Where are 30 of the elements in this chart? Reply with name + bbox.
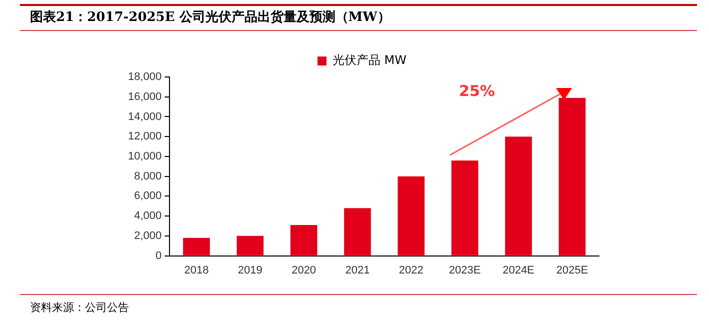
bar: [290, 225, 318, 256]
bar: [451, 160, 478, 256]
y-tick-label: 16,000: [128, 90, 162, 103]
x-tick-label: 2020: [292, 264, 316, 276]
text: 资料来源：公司公告: [30, 300, 129, 315]
chart-title: 图表21：2017-2025E 公司光伏产品出货量及预测（MW）: [30, 8, 390, 26]
y-tick-label: 6,000: [134, 190, 162, 202]
y-tick-label: 10,000: [128, 150, 162, 162]
y-tick-label: 2,000: [134, 230, 162, 242]
bar: [344, 208, 371, 256]
y-tick-label: 8,000: [134, 170, 162, 182]
x-tick-label: 2025E: [556, 264, 588, 276]
y-tick-label: 18,000: [128, 71, 162, 84]
bar: [558, 98, 586, 256]
x-tick-label: 2018: [184, 264, 209, 276]
y-tick-label: 4,000: [134, 210, 162, 222]
y-tick-label: 0: [156, 250, 162, 262]
annotation: 25%: [459, 82, 495, 100]
legend-label: 光伏产品 MW: [332, 53, 407, 68]
x-tick-label: 2019: [238, 264, 262, 276]
y-tick-label: 14,000: [128, 110, 162, 123]
x-tick-label: 2021: [345, 264, 370, 276]
bar: [505, 136, 532, 256]
bar: [236, 236, 264, 256]
x-tick-label: 2022: [398, 264, 424, 276]
y-tick-label: 12,000: [128, 130, 162, 143]
x-tick-label: 2023E: [448, 264, 481, 276]
x-tick-label: 2024E: [502, 264, 534, 276]
bar: [183, 238, 210, 256]
bar: [398, 176, 425, 256]
